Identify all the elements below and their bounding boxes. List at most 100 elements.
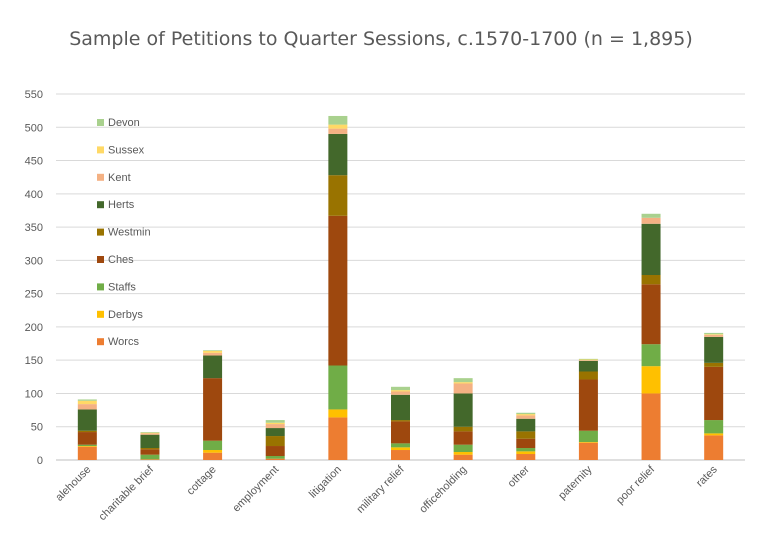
bar-segment — [77, 400, 97, 405]
bar-segment — [265, 436, 285, 447]
bar-segment — [391, 447, 410, 451]
bar-segment — [704, 433, 724, 436]
legend-swatch — [97, 310, 104, 318]
x-tick-label: other — [506, 463, 532, 489]
bar-segment — [140, 448, 160, 450]
legend-swatch — [97, 201, 104, 209]
bar-segment — [578, 442, 598, 443]
legend-label: Worcs — [108, 336, 139, 348]
bar-segment — [203, 350, 223, 351]
bar-segment — [265, 420, 285, 423]
legend-swatch — [97, 173, 104, 181]
bar-segment — [140, 432, 160, 434]
bar-segment — [391, 420, 410, 422]
y-tick-label: 150 — [25, 355, 43, 367]
bar-segment — [328, 215, 348, 366]
bar-segment — [704, 332, 724, 335]
bar-segment — [578, 360, 598, 361]
legend-label: Ches — [108, 254, 134, 266]
y-tick-label: 250 — [25, 289, 43, 301]
bar-segment — [453, 383, 473, 394]
bar-segment — [328, 365, 348, 410]
y-tick-label: 550 — [25, 89, 43, 101]
bar-segment — [77, 399, 97, 401]
bar-segment — [516, 418, 536, 432]
bar-segment — [77, 432, 97, 445]
bar-segment — [391, 450, 410, 460]
bar-segment — [516, 438, 536, 449]
legend-swatch — [97, 338, 104, 346]
bar-segment — [140, 449, 160, 455]
legend-swatch — [97, 146, 104, 154]
bar-segment — [265, 422, 285, 425]
bar-segment — [391, 391, 410, 395]
bar-segment — [265, 458, 285, 460]
x-tick-label: alehouse — [53, 464, 93, 504]
legend-label: Kent — [108, 172, 131, 184]
bar-segment — [203, 378, 223, 441]
bar-segment — [516, 448, 536, 452]
bar-segment — [516, 454, 536, 460]
x-tick-label: poor relief — [614, 463, 658, 507]
chart-title: Sample of Petitions to Quarter Sessions,… — [69, 28, 693, 50]
bar-segment — [77, 430, 97, 433]
bar-segment — [140, 434, 160, 449]
bar-segment — [391, 386, 410, 391]
bar-segment — [453, 382, 473, 384]
y-tick-label: 200 — [25, 322, 43, 334]
bar-segment — [516, 451, 536, 455]
bar-segment — [203, 450, 223, 453]
bar-segment — [328, 409, 348, 418]
bar-segment — [265, 446, 285, 457]
bar-segment — [77, 409, 97, 431]
bar-segment — [516, 415, 536, 419]
y-tick-label: 400 — [25, 189, 43, 201]
bar-segment — [265, 456, 285, 459]
bar-segment — [140, 459, 160, 460]
bar-segment — [265, 424, 285, 429]
bar-segment — [641, 275, 661, 285]
bar-segment — [203, 350, 223, 353]
x-tick-label: officeholding — [417, 464, 469, 516]
bar-segment — [140, 433, 160, 435]
bar-segment — [203, 352, 223, 356]
bar-segment — [704, 334, 724, 335]
bar-segment — [391, 421, 410, 444]
bar-segment — [641, 393, 661, 460]
bar-segment — [578, 358, 598, 360]
legend-swatch — [97, 256, 104, 263]
x-tick-label: employment — [230, 464, 281, 515]
bar-segment — [328, 124, 348, 129]
bar-segment — [578, 359, 598, 361]
bar-segment — [578, 442, 598, 460]
legend-swatch — [97, 283, 104, 291]
bar-segment — [453, 393, 473, 427]
y-tick-label: 50 — [31, 422, 43, 434]
bar-segment — [641, 213, 661, 218]
bar-segment — [328, 133, 348, 176]
y-tick-label: 500 — [25, 122, 43, 134]
bar-segment — [391, 394, 410, 421]
legend-label: Westmin — [108, 227, 151, 239]
bar-segment — [77, 444, 97, 447]
legend-swatch — [97, 119, 104, 126]
bar-segment — [453, 426, 473, 432]
x-tick-label: paternity — [556, 463, 595, 502]
bar-segment — [328, 115, 348, 125]
y-tick-label: 300 — [25, 255, 43, 267]
bar-segment — [391, 443, 410, 448]
bar-segment — [77, 446, 97, 447]
y-tick-label: 100 — [25, 388, 43, 400]
bar-segment — [140, 454, 160, 460]
bar-segment — [704, 362, 724, 367]
x-tick-label: cottage — [185, 464, 219, 498]
bar-segment — [516, 412, 536, 415]
bar-segment — [516, 414, 536, 416]
y-tick-label: 0 — [37, 455, 43, 467]
bar-segment — [704, 336, 724, 363]
bar-segment — [578, 360, 598, 372]
bar-segment — [641, 284, 661, 345]
bar-segment — [265, 428, 285, 437]
bar-segment — [77, 404, 97, 410]
bar-segment — [140, 432, 160, 433]
